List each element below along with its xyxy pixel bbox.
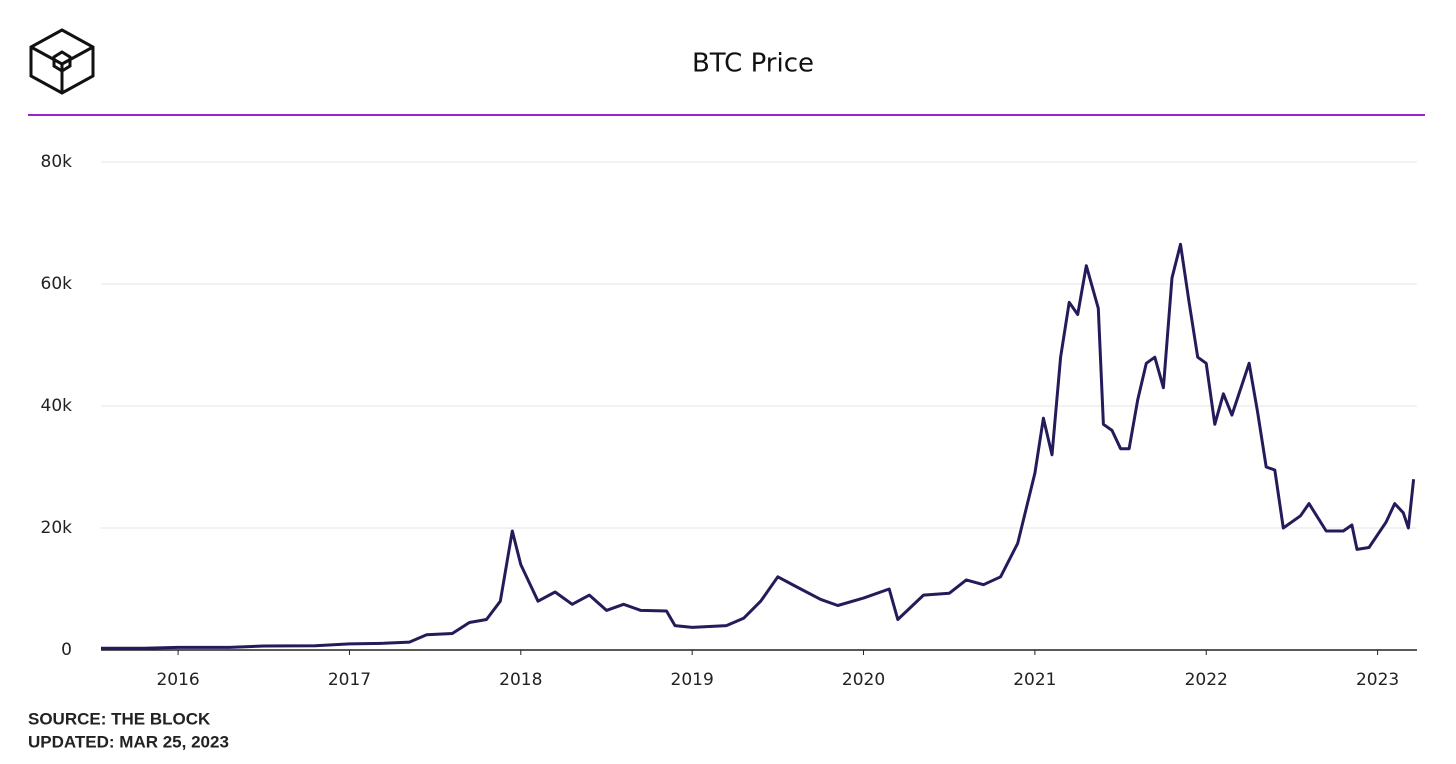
x-tick-label: 2017 [328, 670, 371, 690]
x-tick-label: 2022 [1185, 670, 1228, 690]
x-tick-label: 2016 [156, 670, 199, 690]
logo [29, 28, 95, 95]
price-line [100, 242, 1416, 650]
x-tick-label: 2023 [1356, 670, 1399, 690]
x-tick-label: 2018 [499, 670, 542, 690]
y-tick-label: 20k [41, 518, 73, 538]
y-tick-label: 80k [41, 152, 73, 172]
x-tick-label: 2020 [842, 670, 885, 690]
source-note: SOURCE: THE BLOCK [28, 709, 211, 728]
y-tick-label: 0 [61, 640, 72, 660]
updated-note: UPDATED: MAR 25, 2023 [28, 732, 229, 751]
y-tick-label: 60k [41, 274, 73, 294]
chart-title: BTC Price [692, 49, 814, 79]
x-tick-label: 2021 [1013, 670, 1056, 690]
x-tick-label: 2019 [671, 670, 714, 690]
y-tick-label: 40k [41, 396, 73, 416]
